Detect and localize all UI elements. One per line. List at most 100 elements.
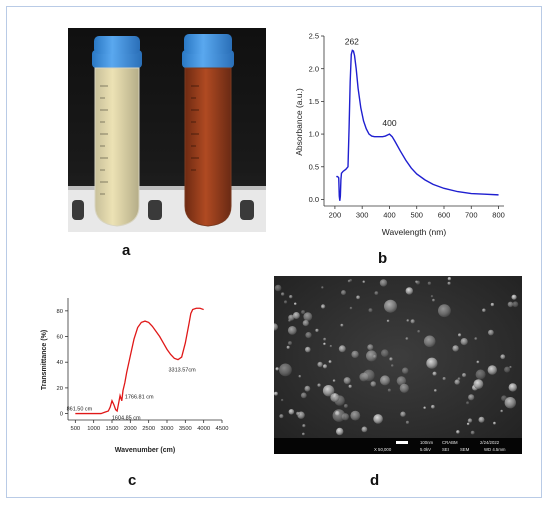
nanoparticle [386, 319, 390, 323]
nanoparticle [380, 375, 390, 386]
y-tick-label: 1.5 [309, 97, 319, 106]
nanoparticle [322, 364, 328, 369]
nanoparticle [338, 345, 346, 353]
nanoparticle [427, 281, 432, 285]
nanoparticle [370, 381, 377, 387]
nanoparticle [281, 292, 285, 296]
nanoparticle [473, 379, 484, 389]
x-tick-label: 4500 [216, 426, 229, 432]
nanoparticle [434, 389, 437, 392]
nanoparticle [447, 281, 451, 285]
y-axis-label: Transmittance (%) [41, 330, 48, 390]
nanoparticle [511, 294, 517, 300]
nanoparticle [475, 369, 486, 380]
nanoparticle [430, 295, 434, 298]
nanoparticle [361, 426, 368, 433]
panel-label-d: d [370, 472, 380, 489]
nanoparticle [426, 357, 438, 369]
sem-nanoparticles [274, 277, 519, 436]
y-tick-label: 0.0 [309, 195, 319, 204]
nanoparticle [512, 301, 519, 308]
tubes-photo [68, 28, 266, 232]
nanoparticle [347, 279, 351, 283]
nanoparticle [373, 414, 383, 424]
x-tick-label: 4000 [197, 426, 210, 432]
x-tick-label: 700 [465, 211, 478, 220]
nanoparticle [356, 295, 360, 300]
nanoparticle [320, 304, 326, 309]
nanoparticle [399, 383, 409, 393]
nanoparticle [317, 361, 323, 368]
peak-annotation: 1604.85 cm [112, 416, 141, 422]
nanoparticle [296, 411, 300, 416]
nanoparticle [349, 306, 353, 310]
transmittance-series-line [75, 307, 204, 415]
nanoparticle [504, 397, 516, 409]
y-tick-label: 0.5 [309, 162, 319, 171]
nanoparticle [476, 360, 480, 364]
nanoparticle [500, 354, 506, 360]
nanoparticle [478, 416, 485, 423]
sem-wd: WD 4.5mm [484, 447, 506, 452]
sem-detector: SEI [442, 447, 449, 452]
nanoparticle [468, 394, 475, 401]
sem-voltage: 5.0kV [420, 447, 431, 452]
nanoparticle [274, 284, 282, 292]
y-tick-label: 80 [57, 309, 63, 315]
peak-annotation: 400 [382, 118, 396, 128]
nanoparticle [332, 409, 346, 422]
panel-label-a: a [122, 242, 131, 259]
nanoparticle [330, 393, 340, 403]
nanoparticle [284, 300, 288, 304]
x-tick-label: 500 [410, 211, 423, 220]
nanoparticle [402, 367, 409, 374]
nanoparticle [323, 337, 327, 341]
nanoparticle [389, 357, 393, 361]
nanoparticle [336, 427, 344, 436]
nanoparticle [368, 308, 373, 313]
nanoparticle [328, 360, 332, 364]
x-tick-label: 1500 [106, 426, 119, 432]
x-tick-label: 600 [438, 211, 451, 220]
nanoparticle [289, 295, 293, 299]
nanoparticle [305, 332, 312, 339]
nanoparticle [384, 299, 397, 313]
nanoparticle [362, 280, 366, 284]
x-tick-label: 800 [492, 211, 505, 220]
sem-scale-bar [396, 441, 408, 444]
peak-annotation: 861.50 cm [67, 407, 93, 413]
x-tick-label: 500 [70, 426, 80, 432]
absorbance-series-line [336, 49, 499, 201]
nanoparticle [301, 310, 306, 315]
nanoparticle [302, 432, 305, 436]
y-tick-label: 60 [57, 335, 63, 341]
nanoparticle [454, 379, 460, 385]
x-axis-label: Wavelength (nm) [382, 227, 447, 237]
nanoparticle [405, 337, 409, 340]
nanoparticle [332, 379, 336, 382]
x-tick-label: 3500 [179, 426, 192, 432]
nanoparticle [508, 383, 517, 392]
chart-ftir: 500 1000 1500 2000 2500 3000 3500 4000 4500 0 20 40… [41, 298, 229, 454]
nanoparticle [423, 406, 426, 410]
nanoparticle [488, 329, 494, 336]
peak-annotation: 262 [345, 36, 359, 46]
nanoparticle [379, 279, 388, 287]
sem-scale-label: 100nm [420, 440, 434, 445]
nanoparticle [286, 345, 290, 349]
peak-annotation: 3313.57cm [168, 368, 196, 374]
nanoparticle [482, 308, 486, 313]
nanoparticle [302, 424, 306, 428]
nanoparticle [366, 350, 377, 362]
nanoparticle [275, 367, 279, 371]
nanoparticle [493, 421, 496, 425]
nanoparticle [487, 365, 497, 375]
nanoparticle [442, 377, 446, 381]
y-tick-label: 0 [60, 412, 63, 418]
nanoparticle [317, 383, 321, 387]
nanoparticle [500, 409, 503, 413]
nanoparticle [341, 290, 346, 296]
nanoparticle [294, 302, 297, 306]
nanoparticle [340, 323, 344, 327]
nanoparticle [474, 337, 478, 340]
